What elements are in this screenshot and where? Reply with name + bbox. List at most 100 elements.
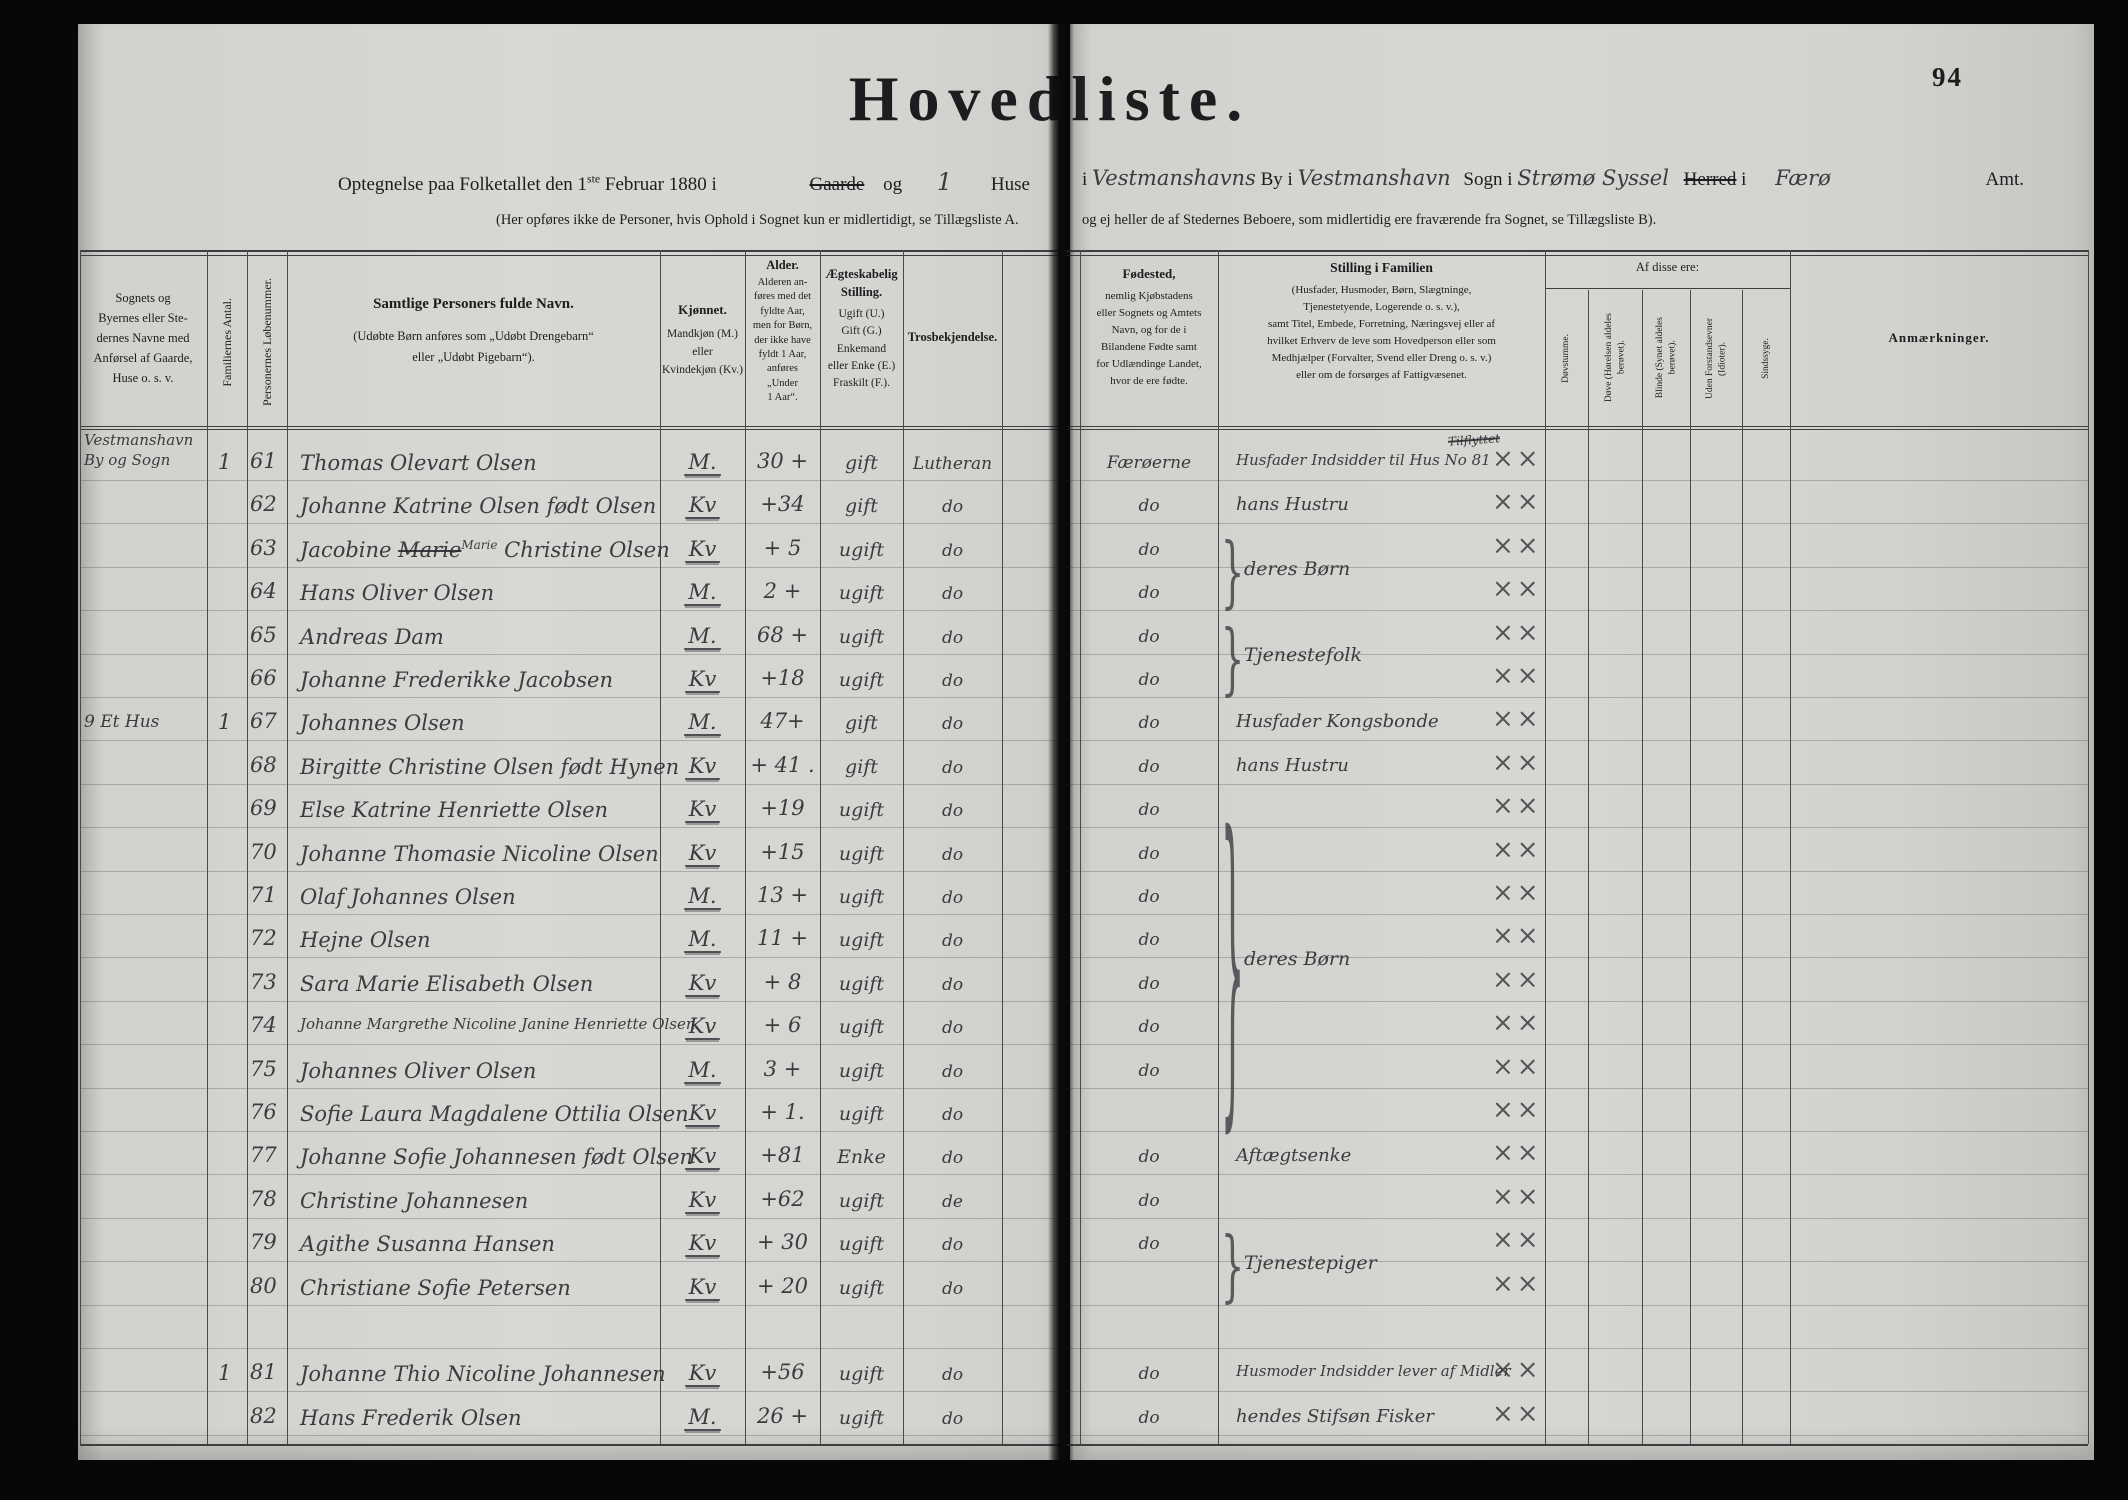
marital-cell: ugift (838, 625, 885, 648)
vertical-label: Døvstumme. (1561, 333, 1572, 383)
age-cell: + 8 (763, 969, 802, 994)
page-number: 94 (1932, 62, 1963, 92)
tally-marks: ×× (1492, 1008, 1542, 1039)
rule (1642, 290, 1643, 1444)
rule (1790, 250, 1791, 1444)
name-part: Jacobine (300, 537, 399, 562)
name-cell: Johanne Margrethe Nicoline Janine Henrie… (300, 1015, 696, 1034)
col-header-birthplace-sub: nemlig Kjøbstadens eller Sognets og Amte… (1096, 290, 1202, 388)
group-label: deres Børn (1244, 948, 1351, 971)
table-row: 78 Christine Johannesen Kv +62 ugift de do ×× (0, 1181, 2128, 1227)
sex-cell: M. (660, 580, 745, 604)
marital-cell: ugift (838, 799, 885, 822)
person-number-cell: 64 (250, 579, 277, 604)
gaarde-struck-label: Gaarde (809, 174, 865, 195)
vertical-label: Sindssyge. (1760, 337, 1771, 379)
tally-marks: ×× (1492, 1181, 1542, 1212)
table-row: 65 Andreas Dam M. 68 + ugift do do ×× (0, 618, 2128, 663)
table-row: 64 Hans Oliver Olsen M. 2 + ugift do do ×× (0, 574, 2128, 619)
birthplace-cell: do (1138, 1017, 1160, 1038)
birthplace-cell: do (1138, 1147, 1160, 1168)
name-cell: Hans Frederik Olsen (300, 1405, 522, 1430)
pencil-row-line (80, 740, 2088, 742)
sex-value: M. (684, 624, 720, 648)
by-name-handwritten: Vestmanshavns (1092, 166, 1256, 190)
tally-marks: ×× (1492, 791, 1542, 822)
position-cell: Aftægtsenke (1236, 1145, 1352, 1167)
name-cell: Birgitte Christine Olsen født Hynen (300, 754, 680, 779)
sex-value: Kv (685, 493, 721, 517)
pencil-row-line (80, 1391, 2088, 1393)
position-cell: hendes Stifsøn Fisker (1236, 1405, 1434, 1427)
birthplace-cell: do (1138, 496, 1160, 517)
age-cell: 11 + (757, 926, 808, 951)
vertical-label: Uden Forstandsevner (Idioter). (1704, 317, 1727, 399)
table-row: 71 Olaf Johannes Olsen M. 13 + ugift do do ×× (0, 878, 2128, 923)
name-cell: Johanne Frederikke Jacobsen (300, 668, 613, 692)
religion-cell: do (941, 1148, 964, 1169)
name-cell: Johanne Katrine Olsen født Olsen (300, 494, 657, 519)
vertical-label: Døve (Hørelsen aldeles berøvet). (1603, 313, 1626, 403)
religion-cell: do (941, 1365, 964, 1386)
sex-value: Kv (685, 667, 721, 691)
name-cell: Andreas Dam (300, 624, 444, 649)
birthplace-cell: do (1138, 670, 1160, 690)
birthplace-cell: do (1138, 713, 1160, 734)
tally-marks: ×× (1492, 1268, 1542, 1299)
sex-cell: Kv (660, 1014, 745, 1038)
religion-cell: Lutheran (912, 454, 993, 474)
position-cell: Husfader Indsidder til Hus No 81 (1236, 451, 1491, 469)
amt-label: Amt. (1985, 169, 2025, 190)
table-row: 68 Birgitte Christine Olsen født Hynen Kv +… (0, 748, 2128, 793)
sex-cell: M. (660, 710, 745, 734)
sex-value: Kv (685, 537, 721, 561)
person-number-cell: 72 (250, 926, 277, 951)
house-cell: 9 Et Hus (84, 712, 160, 733)
pencil-row-line (80, 783, 2088, 785)
sogn-name-handwritten: Vestmanshavn (1297, 166, 1451, 190)
religion-cell: do (941, 671, 964, 691)
marital-cell: ugift (838, 1363, 885, 1386)
rule (1002, 250, 1003, 1444)
age-cell: +34 (760, 492, 805, 517)
name-cell: Johanne Thio Nicoline Johannesen (300, 1362, 666, 1387)
birthplace-cell: do (1138, 843, 1160, 864)
age-cell: 68 + (757, 622, 808, 647)
person-number-cell: 62 (250, 492, 277, 517)
herred-name-handwritten: Strømø Syssel (1517, 166, 1669, 190)
col-header-af-disse-sub: Døvstumme. (1545, 292, 1588, 424)
position-cell: hans Hustru (1236, 494, 1349, 516)
tally-marks: ×× (1492, 921, 1542, 952)
religion-cell: do (941, 1408, 964, 1429)
col-header-religion: Trosbekjendelse. (907, 330, 998, 344)
tally-marks: ×× (1492, 1051, 1542, 1082)
header-line1-sup: ste (587, 172, 601, 186)
col-header-age-main: Alder. (766, 258, 799, 272)
pencil-row-line (80, 1087, 2088, 1089)
table-row: 76 Sofie Laura Magdalene Ottilia Olsen Kv +… (0, 1095, 2128, 1140)
tally-marks: ×× (1492, 444, 1542, 474)
tally-marks: ×× (1492, 704, 1542, 735)
sex-cell: Kv (660, 493, 745, 517)
person-number-cell: 78 (250, 1186, 277, 1211)
sex-value: Kv (685, 1361, 721, 1385)
family-count-cell: 1 (218, 710, 232, 735)
sex-cell: M. (660, 927, 745, 951)
birthplace-cell: do (1138, 539, 1160, 560)
religion-cell: de (942, 1191, 963, 1212)
marital-cell: ugift (838, 929, 885, 952)
age-cell: 30 + (757, 449, 808, 473)
rule (80, 429, 2088, 430)
person-number-cell: 69 (250, 796, 277, 821)
marital-cell: ugift (838, 1233, 885, 1256)
age-cell: +15 (760, 839, 805, 864)
marital-cell: gift (845, 495, 878, 518)
tally-marks: ×× (1492, 574, 1542, 605)
pencil-row-line (80, 1000, 2088, 1002)
marital-cell: ugift (838, 1189, 885, 1212)
pencil-row-line (80, 610, 2088, 612)
pencil-row-line (80, 697, 2088, 698)
page-title: Hovedliste. (620, 62, 1480, 136)
marital-cell: ugift (838, 1276, 885, 1299)
sex-cell: Kv (660, 841, 745, 865)
